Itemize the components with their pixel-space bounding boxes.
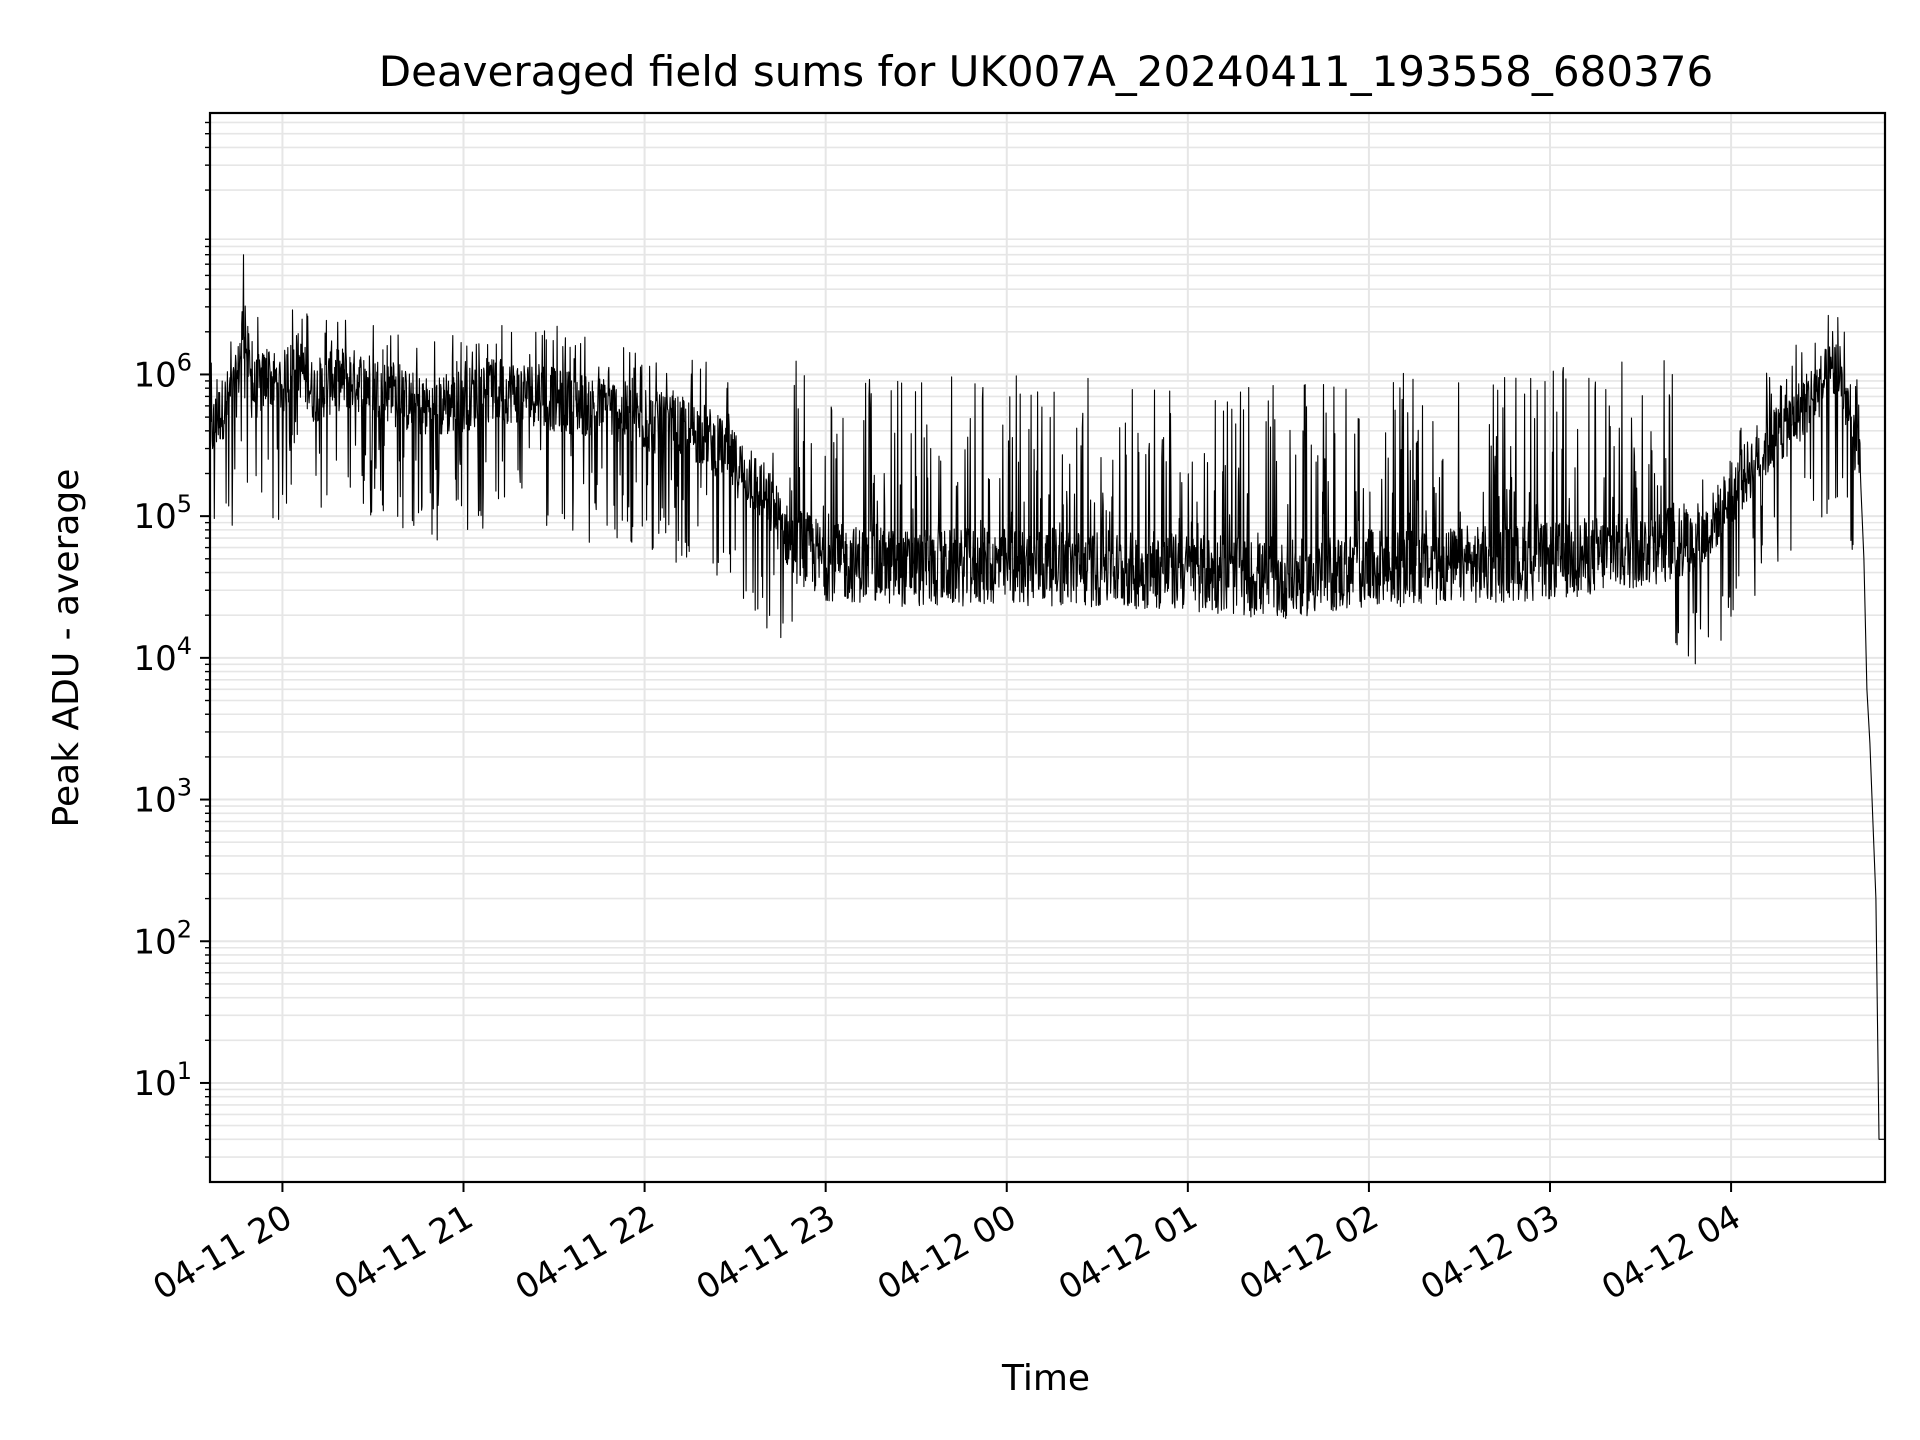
y-tick-label: 102 <box>133 915 192 962</box>
y-axis-label: Peak ADU - average <box>46 469 87 828</box>
y-axis-ticks: 101 102 103 104 105 106 <box>133 121 210 1158</box>
chart-title: Deaveraged field sums for UK007A_2024041… <box>379 47 1713 96</box>
y-tick-label: 104 <box>133 632 192 679</box>
y-tick-label: 106 <box>133 348 192 395</box>
y-tick-label: 101 <box>133 1057 192 1104</box>
series <box>209 254 1885 1140</box>
x-axis-label: Time <box>1001 1358 1090 1399</box>
series-line <box>209 254 1885 1140</box>
y-tick-label: 103 <box>133 774 192 821</box>
y-tick-label: 105 <box>133 490 192 537</box>
grid <box>210 113 1885 1182</box>
plot-frame <box>208 111 1887 1184</box>
